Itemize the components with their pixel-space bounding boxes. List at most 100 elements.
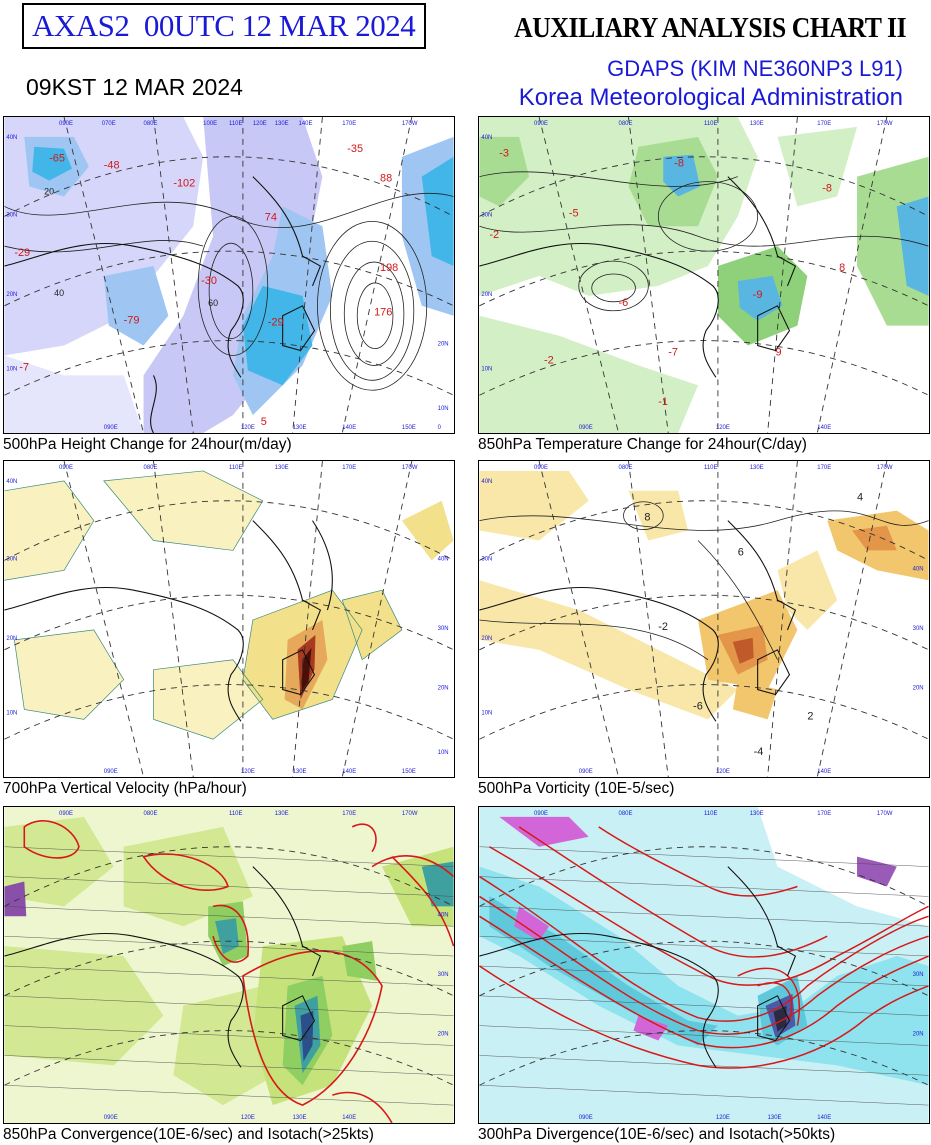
lon-label: 120E bbox=[716, 769, 730, 775]
value-label: -8 bbox=[674, 158, 684, 170]
lon-label: 150E bbox=[402, 425, 416, 431]
lon-label: 090E bbox=[59, 811, 73, 817]
value-label: 4 bbox=[857, 492, 863, 504]
value-label: -7 bbox=[19, 361, 29, 373]
lon-label: 110E bbox=[704, 121, 717, 127]
lat-label: 30N bbox=[481, 212, 492, 218]
lon-label: 120E bbox=[241, 425, 255, 431]
value-label: -6 bbox=[693, 700, 703, 712]
lat-label: 20N bbox=[6, 636, 17, 642]
lat-label: 20N bbox=[438, 686, 449, 692]
panel-850hpa-convergence-isotach: 090E 080E 110E 130E 170E 170W 40N 30N 20… bbox=[3, 806, 455, 1124]
lon-label: 070E bbox=[102, 121, 116, 127]
lat-label: 10N bbox=[481, 710, 492, 716]
lon-label: 170W bbox=[877, 811, 893, 817]
chart-title: AUXILIARY ANALYSIS CHART II bbox=[513, 13, 907, 44]
lat-label: 0 bbox=[438, 425, 442, 431]
value-label: 8 bbox=[644, 512, 650, 524]
value-label: -7 bbox=[668, 346, 678, 358]
value-label: -29 bbox=[14, 247, 30, 259]
lat-label: 20N bbox=[913, 1032, 924, 1038]
convergence-map: 090E 080E 110E 130E 170E 170W 40N 30N 20… bbox=[4, 807, 454, 1123]
value-label: -48 bbox=[104, 160, 120, 172]
lon-label: 090E bbox=[104, 769, 118, 775]
value-label: 9 bbox=[776, 346, 782, 358]
lat-label: 30N bbox=[438, 972, 449, 978]
lon-label: 140E bbox=[299, 121, 313, 127]
value-label: -30 bbox=[201, 275, 217, 287]
value-label: -2 bbox=[658, 621, 668, 633]
lon-label: 130E bbox=[293, 769, 307, 775]
run-label-box: AXAS2 00UTC 12 MAR 2024 bbox=[22, 3, 426, 49]
lon-label: 140E bbox=[817, 425, 831, 431]
agency-name: Korea Meteorological Administration bbox=[518, 84, 903, 111]
lon-label: 120E bbox=[716, 1115, 730, 1121]
lon-label: 140E bbox=[342, 769, 356, 775]
lon-label: 130E bbox=[275, 465, 289, 471]
lat-label: 30N bbox=[481, 556, 492, 562]
value-label: 74 bbox=[265, 211, 277, 223]
value-label: -4 bbox=[754, 746, 764, 758]
lat-label: 20N bbox=[913, 686, 924, 692]
value-label: -102 bbox=[173, 178, 195, 190]
lon-label: 080E bbox=[619, 465, 633, 471]
panel-300hpa-divergence-isotach: 090E 080E 110E 130E 170E 170W 30N 20N 09… bbox=[478, 806, 930, 1124]
lon-label: 130E bbox=[750, 811, 764, 817]
lon-label: 140E bbox=[342, 425, 356, 431]
lon-label: 090E bbox=[104, 1115, 118, 1121]
height-change-map: -79 -65 -102 -29 -29 -7 74 198 176 88 -4… bbox=[4, 117, 454, 433]
lon-label: 090E bbox=[579, 425, 593, 431]
value-label: 5 bbox=[261, 416, 267, 428]
value-label: 176 bbox=[374, 307, 392, 319]
value-label: 2 bbox=[807, 710, 813, 722]
value-label: -6 bbox=[619, 297, 629, 309]
lat-label: 20N bbox=[6, 292, 17, 298]
lat-label: 10N bbox=[6, 366, 17, 372]
vorticity-map: 8 6 4 2 -2 -4 -6 090E 080E 110E 130E 170… bbox=[479, 461, 929, 777]
lon-label: 130E bbox=[275, 811, 289, 817]
vertical-velocity-map: 090E 080E 110E 130E 170E 170W 40N 30N 20… bbox=[4, 461, 454, 777]
panel-caption: 500hPa Height Change for 24hour(m/day) bbox=[3, 436, 292, 453]
value-label: -5 bbox=[569, 207, 579, 219]
lon-label: 110E bbox=[229, 121, 242, 127]
lon-label: 140E bbox=[817, 769, 831, 775]
lon-label: 090E bbox=[104, 425, 118, 431]
lon-label: 130E bbox=[293, 425, 307, 431]
lat-label: 40N bbox=[6, 135, 17, 141]
lon-label: 110E bbox=[704, 811, 717, 817]
lon-label: 090E bbox=[59, 121, 73, 127]
lon-label: 140E bbox=[817, 1115, 831, 1121]
lat-label: 10N bbox=[481, 366, 492, 372]
lon-label: 080E bbox=[144, 465, 158, 471]
value-label: 8 bbox=[839, 262, 845, 274]
lon-label: 170W bbox=[402, 121, 418, 127]
value-label: 60 bbox=[208, 298, 218, 308]
lon-label: 170W bbox=[877, 465, 893, 471]
local-time: 09KST 12 MAR 2024 bbox=[26, 74, 243, 100]
lon-label: 090E bbox=[579, 769, 593, 775]
lon-label: 170E bbox=[342, 465, 356, 471]
lon-label: 090E bbox=[579, 1115, 593, 1121]
lon-label: 120E bbox=[716, 425, 730, 431]
lon-label: 170W bbox=[402, 465, 418, 471]
lat-label: 10N bbox=[438, 406, 449, 412]
lon-label: 140E bbox=[342, 1115, 356, 1121]
lon-label: 150E bbox=[402, 769, 416, 775]
lon-label: 130E bbox=[768, 1115, 782, 1121]
lon-label: 110E bbox=[704, 465, 717, 471]
value-label: -29 bbox=[268, 317, 284, 329]
lon-label: 130E bbox=[750, 465, 764, 471]
panel-caption: 850hPa Temperature Change for 24hour(C/d… bbox=[478, 436, 807, 453]
value-label: -1 bbox=[658, 396, 668, 408]
lat-label: 30N bbox=[913, 972, 924, 978]
lon-label: 110E bbox=[229, 465, 242, 471]
panel-caption: 300hPa Divergence(10E-6/sec) and Isotach… bbox=[478, 1126, 836, 1143]
panel-500hpa-height-change: -79 -65 -102 -29 -29 -7 74 198 176 88 -4… bbox=[3, 116, 455, 434]
panel-caption: 700hPa Vertical Velocity (hPa/hour) bbox=[3, 780, 247, 797]
value-label: -65 bbox=[49, 153, 65, 165]
lon-label: 110E bbox=[229, 811, 242, 817]
lat-label: 40N bbox=[913, 566, 924, 572]
lat-label: 30N bbox=[913, 626, 924, 632]
lat-label: 20N bbox=[481, 292, 492, 298]
lat-label: 10N bbox=[438, 750, 449, 756]
